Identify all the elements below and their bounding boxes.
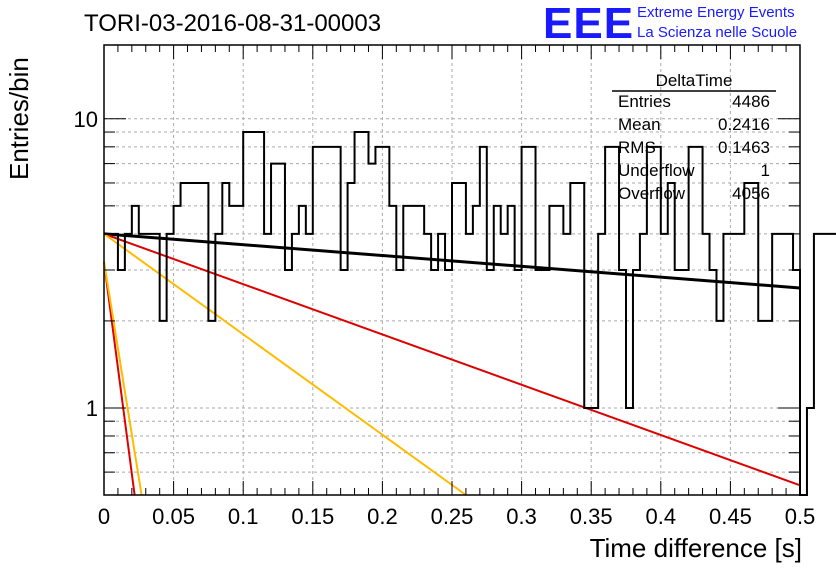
- tick-labels: 0 0.05 0.1 0.15 0.2 0.25 0.3 0.35 0.4 0.45 0.5 1 10: [74, 107, 816, 529]
- stats-row-overflow: Overflow 4056: [618, 184, 770, 206]
- fit-line: [103, 261, 136, 496]
- stats-value: 0.1463: [718, 138, 770, 157]
- fit-line: [103, 232, 801, 487]
- stats-key: Entries: [618, 92, 671, 111]
- axis-ticks: [103, 45, 801, 496]
- logo-line-1: Extreme Energy Events: [637, 4, 795, 21]
- stats-row-mean: Mean 0.2416: [618, 115, 770, 137]
- x-tick-label: 0.45: [709, 504, 752, 529]
- stats-key: Mean: [618, 115, 661, 134]
- x-tick-label: 0.35: [570, 504, 613, 529]
- fit-line: [103, 233, 467, 496]
- x-tick-label: 0.5: [785, 504, 816, 529]
- x-tick-label: 0.25: [431, 504, 474, 529]
- x-tick-label: 0.05: [152, 504, 195, 529]
- stats-key: Underflow: [618, 161, 695, 180]
- histogram-series: [104, 131, 836, 496]
- stats-value: 4486: [732, 92, 770, 111]
- stats-value: 4056: [732, 184, 770, 203]
- x-tick-label: 0.3: [506, 504, 537, 529]
- stats-value: 0.2416: [718, 115, 770, 134]
- y-axis-label: Entries/bin: [4, 57, 34, 180]
- stats-row-underflow: Underflow 1: [618, 161, 770, 183]
- stats-row-rms: RMS 0.1463: [618, 138, 770, 160]
- stats-value: 1: [760, 161, 770, 180]
- x-tick-label: 0.4: [646, 504, 677, 529]
- x-tick-label: 0.2: [367, 504, 398, 529]
- logo-line-2: La Scienza nelle Scuole: [637, 24, 798, 41]
- stats-row-entries: Entries 4486: [618, 92, 770, 114]
- fit-line: [103, 261, 143, 496]
- x-tick-label: 0.1: [228, 504, 259, 529]
- stats-box-title: DeltaTime: [655, 71, 733, 90]
- fit-lines: [103, 232, 801, 496]
- stats-key: RMS: [618, 138, 656, 157]
- run-title: TORI-03-2016-08-31-00003: [84, 10, 382, 37]
- x-axis-label: Time difference [s]: [589, 533, 802, 563]
- x-tick-label: 0: [98, 504, 110, 529]
- y-tick-label: 1: [86, 396, 98, 421]
- y-tick-label: 10: [74, 107, 98, 132]
- histogram-bins: [104, 131, 836, 496]
- eee-logo: EEE: [543, 0, 635, 48]
- stats-key: Overflow: [618, 184, 686, 203]
- x-tick-label: 0.15: [291, 504, 334, 529]
